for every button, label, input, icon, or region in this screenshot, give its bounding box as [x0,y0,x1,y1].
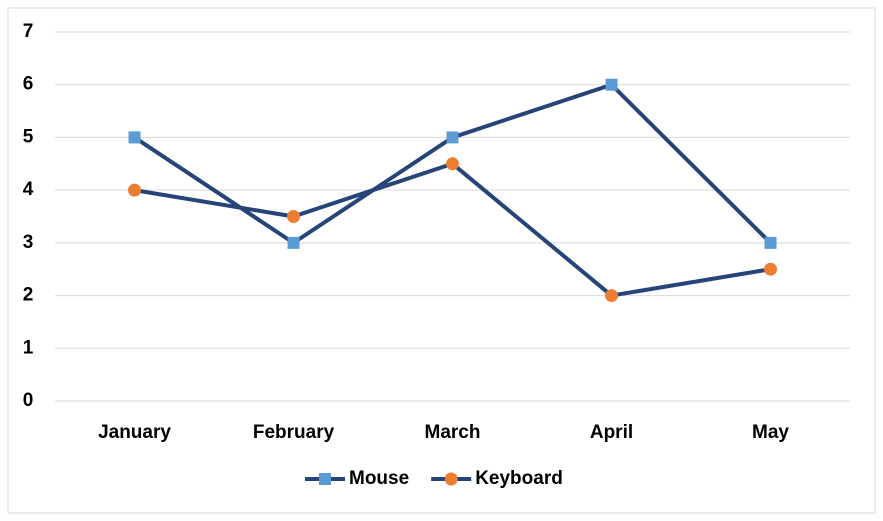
data-point [764,262,777,276]
legend-marker [444,472,458,486]
y-tick-label: 1 [23,337,34,358]
y-tick-label: 4 [23,179,34,200]
legend-label: Mouse [349,468,409,489]
y-tick-label: 7 [23,21,34,42]
legend-marker [319,473,331,485]
x-tick-label: January [98,422,171,443]
x-tick-label: February [253,422,335,443]
y-tick-label: 2 [23,285,34,306]
x-tick-label: March [425,422,481,443]
data-point [446,157,459,171]
data-point [764,236,777,249]
y-tick-label: 3 [23,232,34,253]
data-point [287,210,300,223]
chart-frame [7,7,876,514]
data-point [605,78,618,91]
x-tick-label: May [752,422,789,443]
x-tick-label: April [590,422,633,443]
data-point [128,183,141,197]
y-tick-label: 5 [23,126,34,147]
y-tick-label: 0 [23,390,34,411]
data-point [287,236,300,249]
data-point [128,131,141,144]
legend-label: Keyboard [475,468,563,489]
data-point [605,289,618,303]
data-point [446,131,459,144]
y-tick-label: 6 [23,74,34,95]
